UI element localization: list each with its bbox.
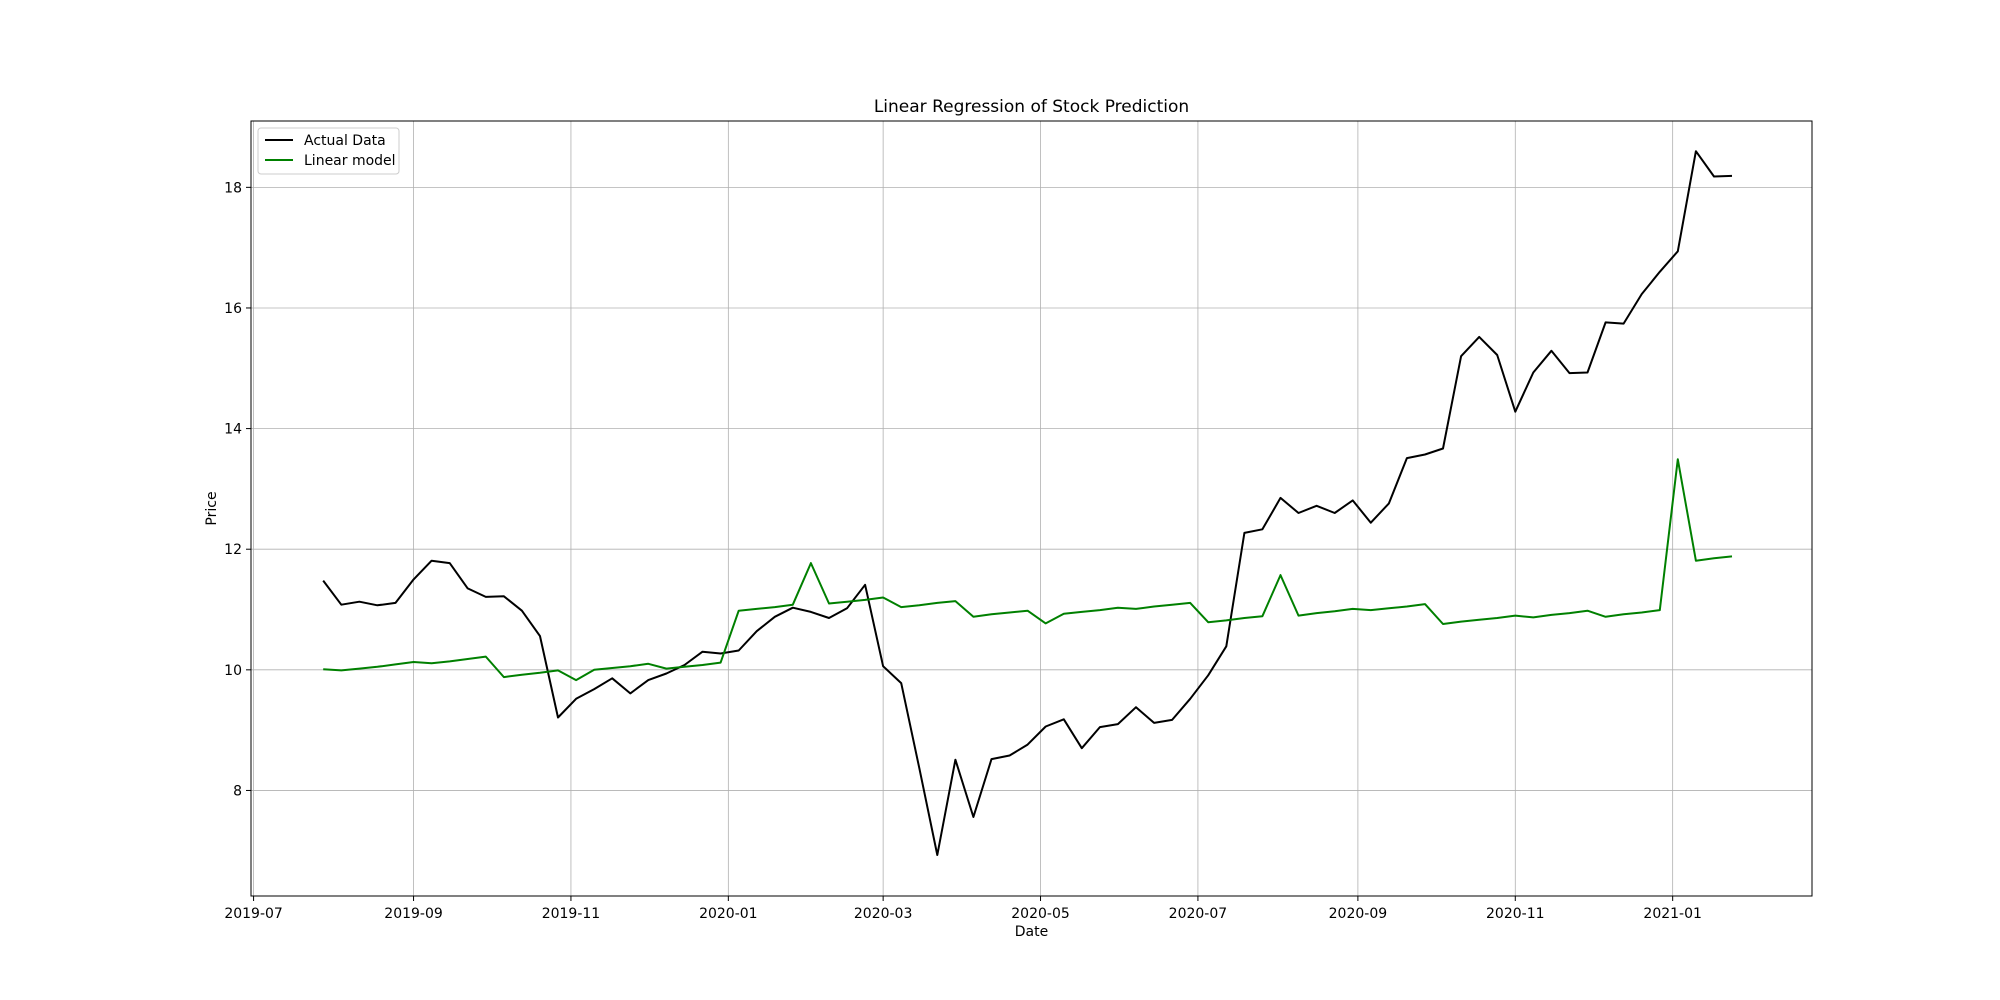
y-tick-label: 14 xyxy=(224,422,242,438)
plot-frame xyxy=(250,120,1813,897)
y-axis-label: Price xyxy=(204,491,220,525)
x-tick-label: 2019-07 xyxy=(224,906,283,922)
x-axis: 2019-07 2019-09 2019-11 2020-01 2020-03 2020-… xyxy=(224,896,1702,922)
legend: Actual Data Linear model xyxy=(257,127,400,175)
legend-box xyxy=(257,127,400,175)
y-tick-label: 12 xyxy=(224,542,242,558)
y-tick-label: 16 xyxy=(224,301,242,317)
x-tick-label: 2020-07 xyxy=(1169,906,1228,922)
legend-label-linear-model: Linear model xyxy=(304,153,396,169)
y-tick-label: 18 xyxy=(224,180,242,196)
x-tick-label: 2020-03 xyxy=(854,906,913,922)
series-lines xyxy=(322,150,1733,856)
x-tick-label: 2020-09 xyxy=(1329,906,1388,922)
y-tick-label: 10 xyxy=(224,663,242,679)
grid-lines xyxy=(251,121,1812,896)
x-axis-label: Date xyxy=(1015,924,1048,940)
x-tick-label: 2020-05 xyxy=(1011,906,1070,922)
x-tick-label: 2020-11 xyxy=(1486,906,1545,922)
chart-title: Linear Regression of Stock Prediction xyxy=(874,97,1189,117)
x-tick-label: 2021-01 xyxy=(1643,906,1702,922)
x-tick-label: 2020-01 xyxy=(699,906,758,922)
legend-label-actual-data: Actual Data xyxy=(304,133,386,149)
y-axis: 8 10 12 14 16 18 xyxy=(224,180,251,799)
y-tick-label: 8 xyxy=(233,783,242,799)
x-tick-label: 2019-09 xyxy=(384,906,443,922)
series-line-linear-model xyxy=(323,458,1733,682)
series-line-actual-data xyxy=(322,150,1733,856)
x-tick-label: 2019-11 xyxy=(542,906,601,922)
